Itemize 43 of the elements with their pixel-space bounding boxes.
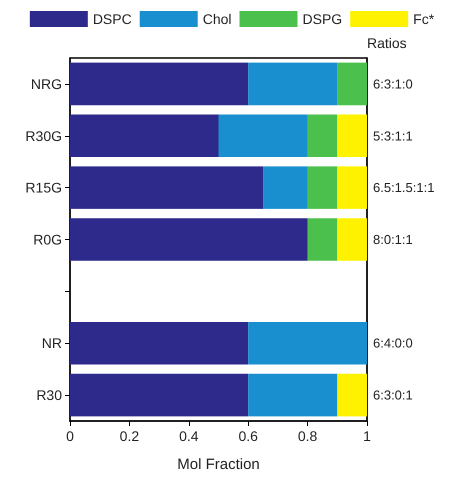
x-tick-label: 0.8 <box>298 428 318 444</box>
x-tick-label: 0.6 <box>238 428 258 444</box>
y-tick-label: R30G <box>25 128 62 144</box>
bar <box>337 166 367 209</box>
bar <box>70 166 264 209</box>
bar <box>70 62 248 106</box>
y-tick-label: R30 <box>36 387 62 404</box>
bar <box>248 322 367 364</box>
y-tick-label: NRG <box>30 76 62 92</box>
legend-label: DSPC <box>92 11 132 27</box>
x-tick-label: 1 <box>363 428 372 444</box>
bar <box>70 374 248 416</box>
legend-label: DSPG <box>302 11 342 27</box>
legend-label: Chol <box>202 11 232 27</box>
text: Ratios <box>367 35 407 51</box>
bar <box>337 62 367 106</box>
bar <box>308 114 338 158</box>
text: 6:3:0:1 <box>373 388 413 403</box>
text: 6.5:1.5:1:1 <box>373 180 434 196</box>
y-tick-label: R15G <box>25 180 62 196</box>
bar <box>70 322 248 364</box>
x-tick-label: 0.4 <box>179 428 199 444</box>
bar <box>337 114 367 158</box>
bar <box>308 166 338 209</box>
bar <box>248 374 338 416</box>
text: 8:0:1:1 <box>373 232 413 247</box>
bar <box>70 218 308 261</box>
x-tick-label: 0.2 <box>120 428 140 444</box>
bar <box>308 218 338 261</box>
x-tick-label: 0 <box>66 428 74 444</box>
legend-label: Fc* <box>413 11 435 27</box>
bar <box>337 218 367 261</box>
x-axis-title: Mol Fraction <box>177 456 260 473</box>
bar <box>70 114 218 158</box>
bar <box>218 114 308 158</box>
text: 6:3:1:0 <box>373 76 413 92</box>
bar <box>248 62 338 106</box>
bar <box>263 166 308 209</box>
text: 5:3:1:1 <box>373 128 413 144</box>
y-tick-label: R0G <box>33 232 62 248</box>
bar <box>337 374 367 416</box>
text: 6:4:0:0 <box>373 336 413 351</box>
y-tick-label: NR <box>42 335 62 352</box>
